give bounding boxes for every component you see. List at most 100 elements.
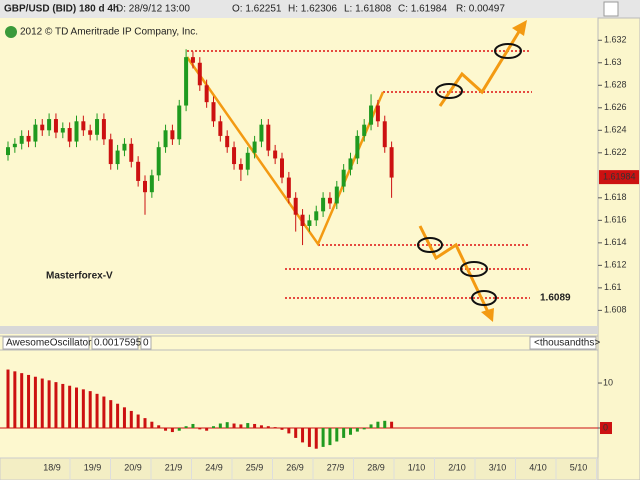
copyright: 2012 © TD Ameritrade IP Company, Inc.: [20, 27, 198, 38]
candle-body: [389, 147, 394, 178]
oscillator-bar: [33, 376, 37, 429]
x-tick-label: 25/9: [246, 462, 264, 472]
x-axis: [0, 457, 599, 480]
oscillator-bar: [191, 423, 195, 429]
candle-body: [136, 161, 141, 181]
candle-body: [259, 124, 264, 142]
oscillator-bar: [81, 389, 85, 429]
x-tick-label: 19/9: [84, 462, 102, 472]
oscillator-bar: [259, 425, 263, 429]
oscillator-bar: [232, 423, 236, 429]
candle-body: [204, 85, 209, 103]
oscillator-bar: [129, 410, 133, 429]
candle-body: [122, 143, 127, 151]
candle-body: [286, 177, 291, 198]
candle-body: [12, 143, 17, 148]
oscillator-bar: [122, 407, 126, 429]
indicator-title: AwesomeOscillator: [6, 338, 92, 349]
oscillator-bar: [349, 428, 352, 435]
oscillator-bar: [369, 424, 373, 429]
y-tick-label: 1.626: [604, 102, 627, 112]
oscillator-bar: [218, 423, 222, 429]
candle-body: [40, 124, 45, 131]
oscillator-bar: [13, 371, 17, 429]
oscillator-bar: [225, 422, 229, 429]
watermark: Masterforex-V: [46, 271, 113, 282]
candle-body: [225, 135, 230, 148]
right-axis: [597, 17, 640, 480]
y-tick-label: 1.614: [604, 237, 627, 247]
oscillator-bar: [390, 421, 394, 429]
y-tick-label: 1.632: [604, 35, 627, 45]
candle-body: [369, 105, 374, 125]
oscillator-bar: [136, 414, 140, 429]
units-box: [529, 336, 597, 350]
oscillator-bar: [116, 403, 120, 429]
oscillator-bar: [287, 428, 291, 434]
candle-body: [245, 152, 250, 170]
close: C: 1.61984: [398, 4, 447, 15]
oscillator-bar: [54, 382, 58, 429]
indicator-box[interactable]: [2, 336, 90, 350]
oscillator-bar: [102, 396, 106, 429]
high: H: 1.62306: [288, 4, 337, 15]
oscillator-bar: [383, 420, 387, 429]
candle-body: [238, 164, 243, 170]
oscillator-bar: [88, 391, 92, 429]
low: L: 1.61808: [344, 4, 392, 15]
candle-body: [143, 180, 147, 193]
x-tick-label: 2/10: [448, 462, 466, 472]
oscillator-bar: [355, 428, 359, 432]
candle-body: [232, 147, 237, 165]
candle-body: [60, 128, 65, 133]
candle-body: [129, 143, 134, 162]
indicator-value: 0.0017595: [94, 338, 142, 349]
candle-body: [280, 158, 284, 178]
candle-body: [47, 119, 52, 131]
oscillator-bar: [246, 423, 250, 429]
oscillator-bar: [314, 428, 318, 449]
candle-body: [252, 141, 257, 153]
candle-body: [115, 150, 120, 165]
oscillator-bar: [27, 374, 31, 429]
zero-tick-box: [600, 422, 612, 435]
oscillator-bar: [109, 400, 113, 429]
oscillator-bar: [61, 383, 65, 429]
oscillator-bar: [150, 421, 154, 429]
x-tick-label: 5/10: [570, 462, 588, 472]
candle-body: [81, 121, 86, 131]
candle-body: [19, 135, 24, 144]
window-button[interactable]: [603, 1, 619, 17]
x-tick-label: 4/10: [529, 462, 547, 472]
oscillator-bar: [20, 373, 24, 429]
oscillator-bar: [40, 378, 44, 429]
info-icon[interactable]: [5, 26, 17, 38]
oscillator-bar: [362, 428, 366, 430]
indicator-second-value: 0: [143, 338, 149, 349]
candle-body: [95, 119, 100, 135]
candle-body: [197, 62, 202, 86]
candle-body: [321, 197, 326, 212]
oscillator-bar: [75, 387, 78, 429]
candle-body: [266, 124, 271, 151]
level-annotation: 1.6089: [540, 293, 571, 304]
x-tick-label: 28/9: [367, 462, 385, 472]
candle-body: [156, 147, 161, 176]
oscillator-bar: [280, 428, 284, 430]
overlay: [185, 20, 532, 322]
candle-body: [273, 150, 278, 159]
range: R: 0.00497: [456, 4, 505, 15]
candle-body: [149, 175, 154, 193]
oscillator-bar: [335, 428, 339, 442]
candle-body: [355, 135, 360, 159]
last-price-label: 1.61984: [603, 171, 636, 181]
y-tick-label: 1.63: [604, 57, 622, 67]
candle-body: [184, 57, 189, 106]
candle-body: [108, 139, 113, 165]
candle-body: [348, 158, 353, 170]
x-tick-label: 20/9: [124, 462, 142, 472]
candle-body: [190, 57, 195, 63]
y-tick-label: 1.612: [604, 260, 627, 270]
indicator-units: <thousandths>: [534, 338, 600, 349]
